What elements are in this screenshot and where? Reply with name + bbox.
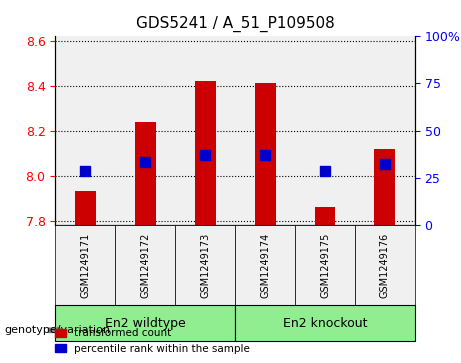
Text: En2 knockout: En2 knockout: [283, 317, 367, 330]
FancyBboxPatch shape: [55, 225, 115, 305]
FancyBboxPatch shape: [175, 225, 235, 305]
FancyBboxPatch shape: [235, 225, 295, 305]
Title: GDS5241 / A_51_P109508: GDS5241 / A_51_P109508: [136, 16, 335, 32]
Point: [321, 168, 329, 174]
Bar: [254, 83, 276, 225]
Bar: [314, 207, 336, 225]
Text: GSM1249172: GSM1249172: [140, 232, 150, 298]
Bar: [374, 149, 396, 225]
Legend: transformed count, percentile rank within the sample: transformed count, percentile rank withi…: [51, 324, 254, 358]
FancyBboxPatch shape: [115, 225, 175, 305]
FancyBboxPatch shape: [235, 305, 415, 341]
Point: [261, 152, 269, 158]
FancyBboxPatch shape: [295, 225, 355, 305]
Point: [82, 168, 89, 174]
FancyBboxPatch shape: [55, 305, 235, 341]
Text: GSM1249171: GSM1249171: [80, 232, 90, 298]
Point: [201, 152, 209, 158]
Text: GSM1249174: GSM1249174: [260, 232, 270, 298]
Text: GSM1249173: GSM1249173: [200, 232, 210, 298]
Text: genotype/variation: genotype/variation: [5, 325, 111, 335]
Text: GSM1249176: GSM1249176: [380, 232, 390, 298]
Bar: [75, 191, 96, 225]
Text: En2 wildtype: En2 wildtype: [105, 317, 186, 330]
Point: [381, 162, 389, 167]
FancyBboxPatch shape: [355, 225, 415, 305]
Bar: [195, 81, 216, 225]
Point: [142, 159, 149, 165]
Bar: [135, 122, 156, 225]
Text: GSM1249175: GSM1249175: [320, 232, 330, 298]
